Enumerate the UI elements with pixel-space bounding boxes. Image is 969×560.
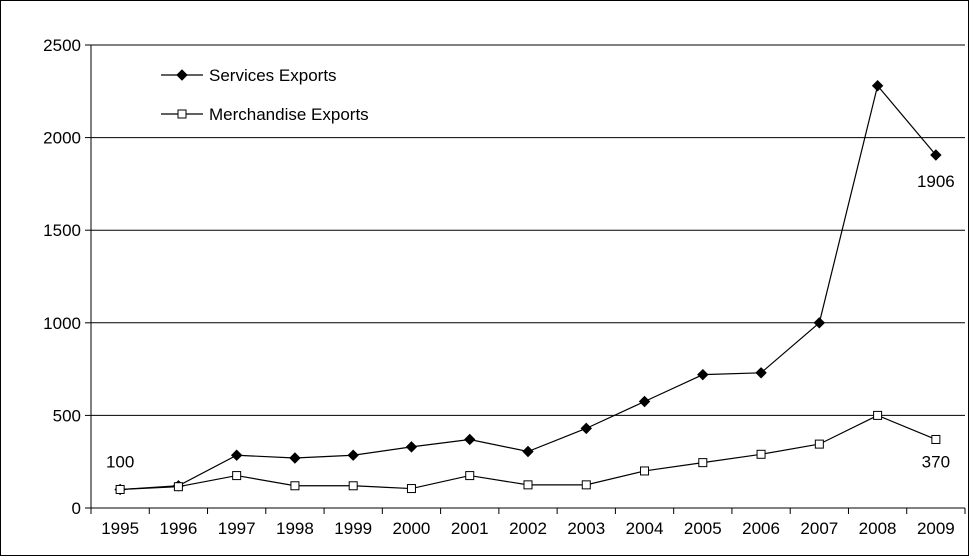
data-point-square bbox=[698, 458, 708, 468]
x-tick-label: 2002 bbox=[509, 519, 547, 538]
axes: 0 500 1000 1500 2000 2500 1995 1996 1997 1998 1999… bbox=[43, 36, 966, 538]
data-point-square bbox=[465, 471, 475, 481]
data-point-square bbox=[406, 484, 416, 494]
data-point-diamond bbox=[580, 422, 592, 435]
data-point-square bbox=[756, 449, 766, 459]
series-merchandise-exports bbox=[115, 410, 941, 494]
annotations: 100 1906 370 bbox=[106, 172, 955, 471]
data-point-diamond bbox=[230, 449, 243, 461]
legend-marker bbox=[176, 69, 188, 81]
x-tick-label: 1996 bbox=[159, 519, 197, 538]
data-point-diamond bbox=[813, 317, 826, 329]
data-label: 370 bbox=[922, 452, 950, 471]
series-layer bbox=[114, 80, 942, 496]
legend-label: Merchandise Exports bbox=[209, 105, 369, 124]
series-line bbox=[120, 84, 937, 491]
x-tick-label: 2007 bbox=[800, 519, 838, 538]
y-tick-label: 500 bbox=[53, 406, 81, 425]
data-point-square bbox=[523, 480, 533, 490]
x-tick-label: 1999 bbox=[334, 519, 372, 538]
data-point-diamond bbox=[522, 445, 534, 458]
x-tick-label: 1998 bbox=[276, 519, 314, 538]
data-point-square bbox=[814, 439, 824, 449]
x-tick-label: 2005 bbox=[684, 519, 722, 538]
data-point-square bbox=[290, 481, 300, 491]
y-tick-label: 2000 bbox=[43, 129, 81, 148]
data-point-diamond bbox=[347, 449, 359, 461]
x-tick-label: 2001 bbox=[451, 519, 489, 538]
x-tick-label: 2009 bbox=[917, 519, 955, 538]
data-point-diamond bbox=[405, 441, 418, 453]
x-tick-label: 2000 bbox=[393, 519, 431, 538]
data-point-diamond bbox=[697, 368, 709, 381]
data-point-diamond bbox=[871, 80, 884, 92]
legend-label: Services Exports bbox=[209, 66, 337, 85]
gridlines bbox=[91, 44, 965, 416]
data-point-square bbox=[873, 410, 883, 420]
x-tick-label: 2008 bbox=[859, 519, 897, 538]
data-point-diamond bbox=[638, 395, 651, 408]
legend-item: Merchandise Exports bbox=[161, 105, 369, 124]
data-point-square bbox=[232, 471, 242, 481]
x-tick-label: 1997 bbox=[218, 519, 256, 538]
data-point-square bbox=[173, 482, 183, 492]
data-point-diamond bbox=[289, 452, 301, 464]
y-tick-label: 1000 bbox=[43, 314, 81, 333]
series-services-exports bbox=[114, 80, 942, 496]
x-tick-label: 2004 bbox=[626, 519, 664, 538]
data-point-square bbox=[348, 481, 358, 491]
y-tick-label: 0 bbox=[72, 499, 81, 518]
data-point-square bbox=[115, 484, 125, 494]
x-tick-label: 2006 bbox=[742, 519, 780, 538]
y-tick-label: 1500 bbox=[43, 221, 81, 240]
legend-marker bbox=[177, 109, 187, 119]
data-point-diamond bbox=[930, 149, 942, 161]
legend: Services Exports Merchandise Exports bbox=[161, 66, 369, 124]
data-label: 1906 bbox=[917, 172, 955, 191]
x-tick-label: 1995 bbox=[101, 519, 139, 538]
data-point-square bbox=[931, 434, 941, 444]
data-point-diamond bbox=[755, 367, 767, 379]
data-label: 100 bbox=[106, 452, 134, 471]
x-tick-label: 2003 bbox=[567, 519, 605, 538]
legend-item: Services Exports bbox=[161, 66, 337, 85]
data-point-diamond bbox=[464, 433, 476, 446]
y-tick-label: 2500 bbox=[43, 36, 81, 55]
data-point-square bbox=[640, 466, 650, 476]
data-point-square bbox=[581, 480, 591, 490]
